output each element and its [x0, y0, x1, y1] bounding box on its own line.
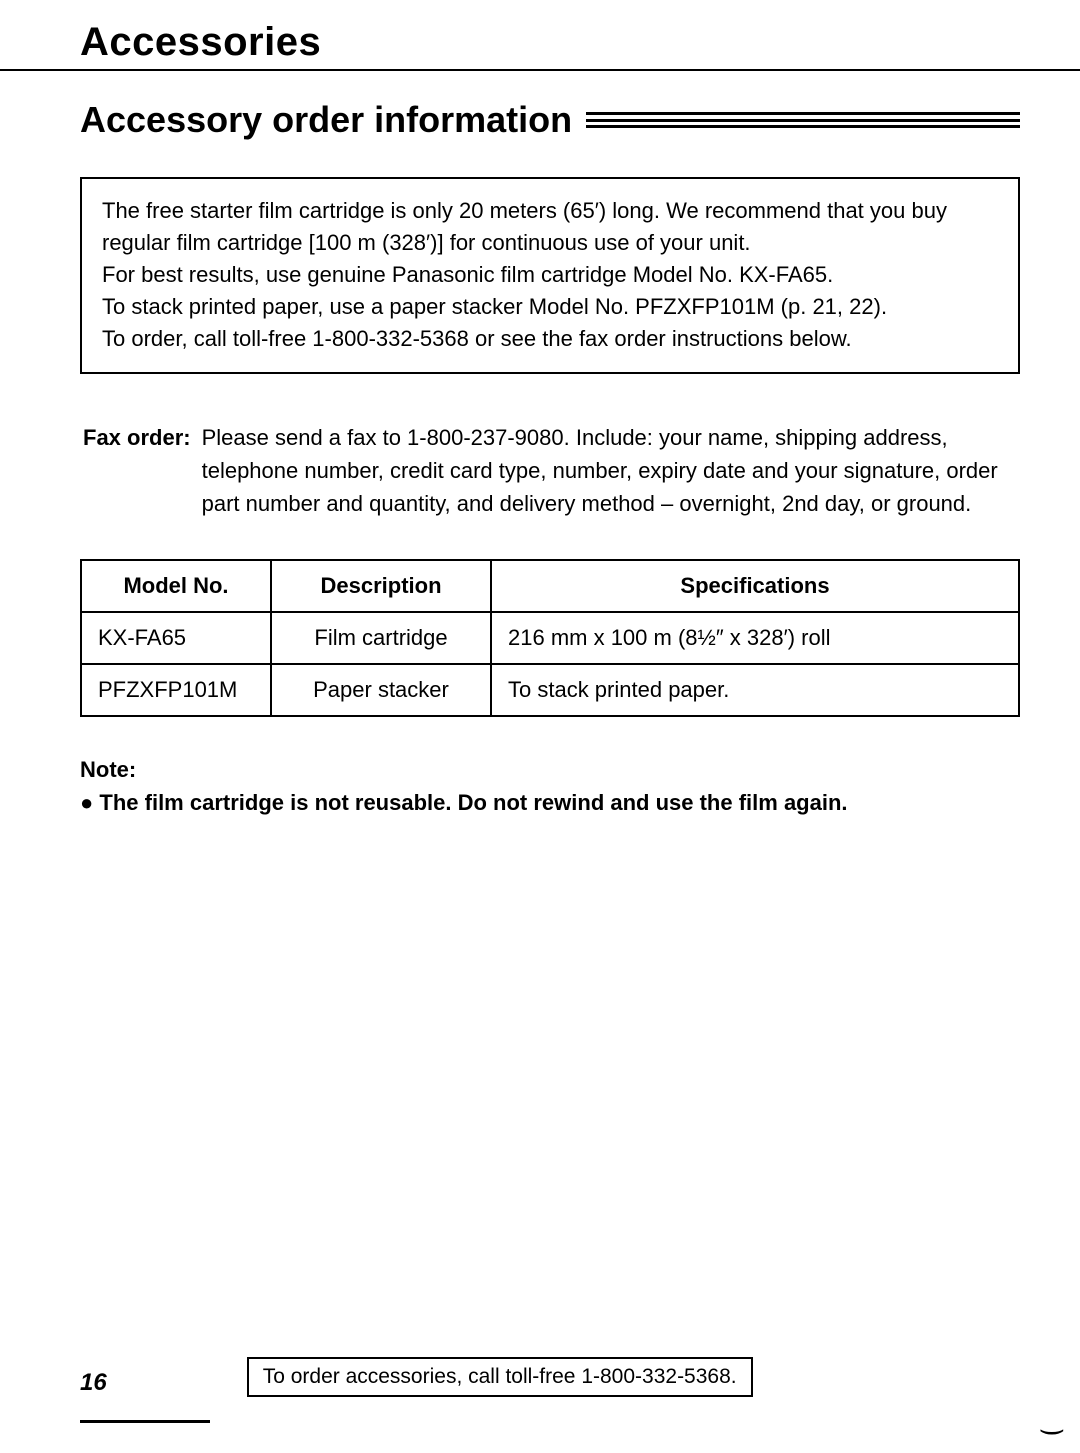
col-header-description: Description: [271, 560, 491, 612]
cell-model: KX-FA65: [81, 612, 271, 664]
table-header-row: Model No. Description Specifications: [81, 560, 1019, 612]
cell-description: Film cartridge: [271, 612, 491, 664]
col-header-model: Model No.: [81, 560, 271, 612]
info-line: For best results, use genuine Panasonic …: [102, 259, 998, 291]
cell-description: Paper stacker: [271, 664, 491, 716]
info-line: To stack printed paper, use a paper stac…: [102, 291, 998, 323]
note-block: Note: ● The film cartridge is not reusab…: [80, 753, 1020, 819]
note-bullet: ● The film cartridge is not reusable. Do…: [80, 786, 1020, 819]
note-lead: Note:: [80, 753, 1020, 786]
section-heading-row: Accessory order information: [80, 99, 1020, 141]
section-title: Accessory order information: [80, 99, 572, 141]
heading-rule-icon: [586, 112, 1020, 128]
page-number: 16: [80, 1369, 107, 1397]
chapter-rule: [0, 69, 1080, 71]
page-corner-icon: ⌣: [1038, 1415, 1066, 1445]
fax-order-block: Fax order: Please send a fax to 1-800-23…: [80, 418, 1020, 523]
footer-order-box: To order accessories, call toll-free 1-8…: [247, 1357, 753, 1397]
table-row: KX-FA65 Film cartridge 216 mm x 100 m (8…: [81, 612, 1019, 664]
footer-underline: [80, 1420, 210, 1423]
cell-specifications: To stack printed paper.: [491, 664, 1019, 716]
info-box: The free starter film cartridge is only …: [80, 177, 1020, 374]
cell-model: PFZXFP101M: [81, 664, 271, 716]
fax-order-label: Fax order:: [82, 420, 199, 521]
table-row: PFZXFP101M Paper stacker To stack printe…: [81, 664, 1019, 716]
col-header-specifications: Specifications: [491, 560, 1019, 612]
info-line: The free starter film cartridge is only …: [102, 195, 998, 259]
fax-order-body: Please send a fax to 1-800-237-9080. Inc…: [201, 420, 1018, 521]
page-footer: 16 To order accessories, call toll-free …: [80, 1357, 1020, 1397]
cell-specifications: 216 mm x 100 m (8½″ x 328′) roll: [491, 612, 1019, 664]
chapter-title: Accessories: [80, 20, 1020, 65]
parts-table: Model No. Description Specifications KX-…: [80, 559, 1020, 717]
info-line: To order, call toll-free 1-800-332-5368 …: [102, 323, 998, 355]
